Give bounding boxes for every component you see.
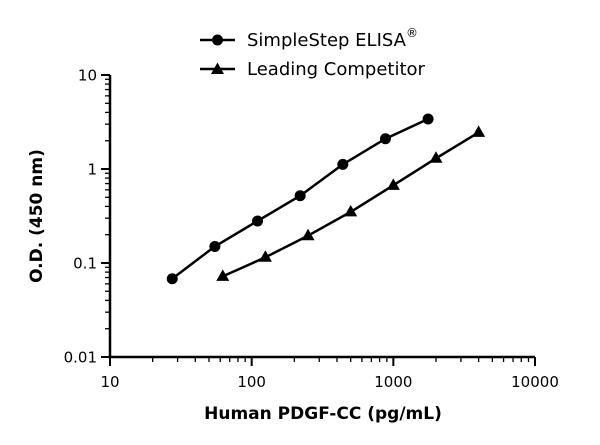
y-tick-label: 0.01 [64,349,97,367]
x-tick-label: 10 [100,373,119,391]
legend-marker-circle [212,34,223,46]
data-point-circle [422,113,434,125]
x-tick-label: 10000 [511,373,559,391]
x-tick-label: 1000 [374,373,412,391]
x-axis-title: Human PDGF-CC (pg/mL) [204,404,442,424]
data-point-circle [209,240,221,252]
data-point-circle [337,158,349,170]
data-point-triangle [216,269,230,281]
data-point-circle [166,273,178,285]
legend-label-competitor: Leading Competitor [247,59,426,80]
series-layer [166,113,486,285]
legend-item-simplestep: SimpleStep ELISA® [200,26,418,51]
x-tick-label: 100 [237,373,266,391]
data-point-circle [294,190,306,202]
legend-label-simplestep: SimpleStep ELISA® [247,26,418,51]
data-point-triangle [386,178,400,190]
y-tick-label: 1 [87,161,97,179]
data-point-circle [379,133,391,145]
data-point-triangle [301,228,315,241]
y-tick-label: 10 [78,67,97,85]
data-point-triangle [258,250,272,262]
data-point-triangle [429,151,443,163]
legend-item-competitor: Leading Competitor [200,59,426,80]
y-tick-label: 0.1 [73,255,97,273]
axes: 0.01 0.1 1 10 10 100 1000 10000 [64,67,559,392]
series-competitor [216,125,486,281]
series-line [222,131,480,278]
legend-marker-triangle [211,62,224,74]
data-point-triangle [344,204,358,217]
y-axis-title: O.D. (450 nm) [27,149,47,283]
data-point-triangle [472,125,486,137]
data-point-circle [252,215,264,227]
legend: SimpleStep ELISA® Leading Competitor [200,26,426,80]
registered-mark: ® [406,26,418,40]
series-simplestep [166,113,434,285]
